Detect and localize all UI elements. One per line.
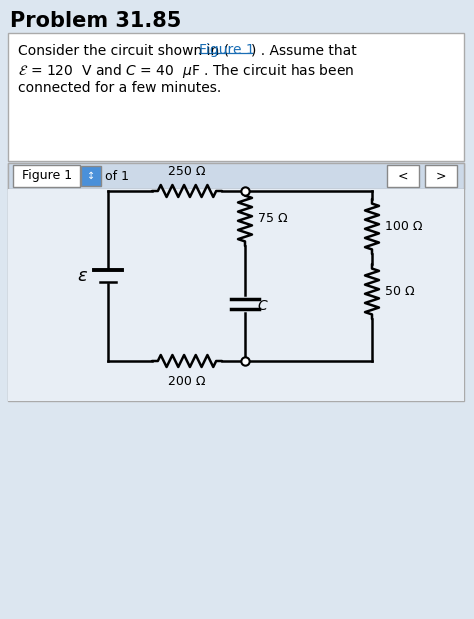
Text: Problem 31.85: Problem 31.85 <box>10 11 182 31</box>
FancyBboxPatch shape <box>387 165 419 187</box>
Text: 50 Ω: 50 Ω <box>385 285 415 298</box>
Bar <box>8 163 464 189</box>
Text: $\mathcal{E}$ = 120  V and $C$ = 40  $\mu$F . The circuit has been: $\mathcal{E}$ = 120 V and $C$ = 40 $\mu$… <box>18 62 355 80</box>
FancyBboxPatch shape <box>8 163 464 401</box>
Text: ↕: ↕ <box>87 171 95 181</box>
Text: 75 Ω: 75 Ω <box>258 212 288 225</box>
Text: connected for a few minutes.: connected for a few minutes. <box>18 81 221 95</box>
Text: <: < <box>398 170 408 183</box>
Text: $\varepsilon$: $\varepsilon$ <box>77 267 88 285</box>
Text: ) . Assume that: ) . Assume that <box>251 43 357 57</box>
Text: 250 Ω: 250 Ω <box>168 165 206 178</box>
Text: Figure 1: Figure 1 <box>199 43 255 57</box>
Text: 100 Ω: 100 Ω <box>385 220 422 233</box>
Text: Consider the circuit shown in (: Consider the circuit shown in ( <box>18 43 229 57</box>
Bar <box>8 189 464 401</box>
Bar <box>81 166 101 186</box>
FancyBboxPatch shape <box>8 33 464 161</box>
FancyBboxPatch shape <box>425 165 457 187</box>
Text: 200 Ω: 200 Ω <box>168 375 206 388</box>
Text: of 1: of 1 <box>105 170 129 183</box>
FancyBboxPatch shape <box>13 165 80 187</box>
Text: >: > <box>436 170 446 183</box>
Text: Figure 1: Figure 1 <box>22 170 72 183</box>
Text: C: C <box>257 298 267 313</box>
